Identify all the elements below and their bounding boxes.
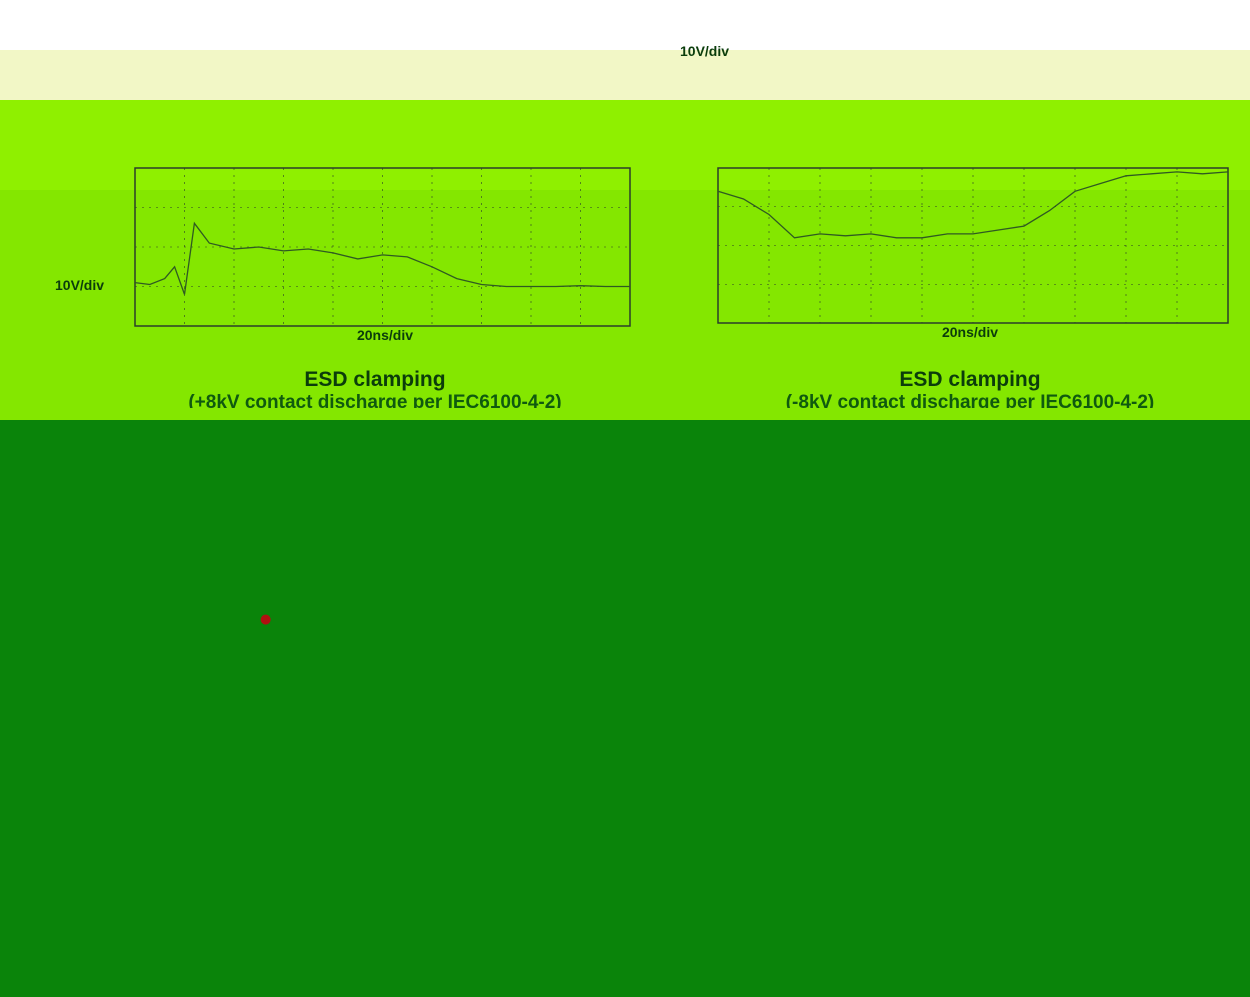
scope-plot-negative: 10V/div 20ns/div <box>680 43 1229 340</box>
scope-plot-positive: 10V/div 20ns/div <box>55 167 631 343</box>
chart-title: ESD clamping <box>304 368 446 391</box>
chart-subtitle: (+8kV contact discharge per IEC6100-4-2) <box>188 392 562 408</box>
volts-per-div-label: 10V/div <box>55 277 104 293</box>
artifact-mark: ● <box>260 612 272 627</box>
dark-band <box>0 420 1250 997</box>
chart-subtitle: (-8kV contact discharge per IEC6100-4-2) <box>785 392 1155 408</box>
waveform-trace <box>134 221 630 295</box>
bright-band-shade <box>0 190 1250 420</box>
plot-grid <box>718 168 1228 323</box>
top-band <box>0 0 1250 50</box>
chart-title: ESD clamping <box>899 368 1041 391</box>
pale-band <box>0 50 1250 100</box>
caption-left: ESD clamping (+8kV contact discharge per… <box>75 368 675 408</box>
time-per-div-label: 20ns/div <box>942 324 998 340</box>
time-per-div-label: 20ns/div <box>357 327 413 343</box>
volts-per-div-label: 10V/div <box>680 43 729 59</box>
plot-grid <box>135 168 630 326</box>
caption-right: ESD clamping (-8kV contact discharge per… <box>670 368 1250 408</box>
waveform-trace <box>717 171 1229 239</box>
